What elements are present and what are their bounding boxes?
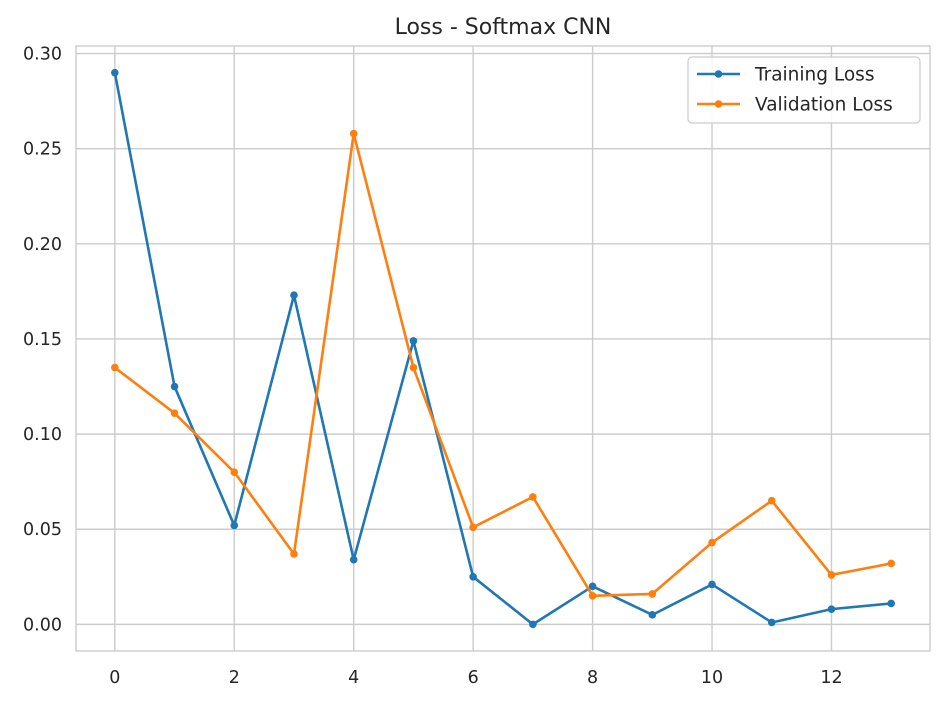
data-point-validation-loss: [529, 493, 537, 501]
y-tick-label: 0.25: [23, 140, 62, 160]
plot-frame: [75, 45, 931, 652]
legend-marker-validation-loss: [714, 100, 723, 108]
data-point-training-loss: [230, 521, 239, 530]
data-point-validation-loss: [349, 129, 358, 138]
data-point-validation-loss: [230, 468, 239, 476]
legend-box: [687, 56, 921, 124]
x-tick-label: 10: [701, 668, 723, 688]
legend-label-training-loss: Training Loss: [754, 65, 874, 86]
series: [111, 68, 895, 629]
data-point-validation-loss: [588, 592, 597, 600]
data-point-validation-loss: [887, 559, 895, 568]
data-point-validation-loss: [290, 550, 298, 558]
data-point-training-loss: [648, 611, 657, 619]
chart-title: Loss - Softmax CNN: [395, 15, 612, 40]
data-point-validation-loss: [409, 363, 418, 372]
data-point-training-loss: [529, 620, 537, 629]
data-point-training-loss: [349, 555, 358, 564]
data-point-training-loss: [469, 573, 477, 581]
data-point-training-loss: [111, 68, 119, 77]
data-point-training-loss: [588, 582, 597, 591]
series-validation-loss: [111, 129, 895, 600]
data-point-training-loss: [170, 382, 179, 391]
x-tick-label: 6: [468, 668, 479, 688]
y-tick-label: 0.15: [23, 330, 62, 350]
y-tick-label: 0.00: [23, 615, 62, 635]
legend: Training Loss Validation Loss: [687, 56, 921, 124]
x-tick-label: 4: [348, 668, 359, 688]
data-point-training-loss: [708, 580, 716, 589]
y-tick-label: 0.20: [23, 235, 62, 255]
data-point-validation-loss: [469, 523, 477, 532]
x-tick-label: 12: [820, 668, 842, 688]
data-point-training-loss: [290, 291, 298, 300]
x-axis-ticks: 0 2 4 6 8 10 12: [109, 668, 842, 688]
legend-label-validation-loss: Validation Loss: [755, 95, 893, 116]
data-point-training-loss: [827, 605, 836, 613]
grid: [76, 46, 930, 651]
data-point-training-loss: [409, 337, 418, 345]
x-tick-label: 0: [109, 668, 120, 688]
y-tick-label: 0.10: [23, 425, 62, 445]
data-point-validation-loss: [111, 363, 119, 372]
data-point-validation-loss: [767, 496, 776, 505]
y-tick-label: 0.05: [23, 520, 62, 540]
data-point-validation-loss: [827, 571, 836, 579]
data-point-validation-loss: [708, 538, 716, 547]
data-point-validation-loss: [170, 409, 179, 417]
x-tick-label: 2: [229, 668, 240, 688]
x-tick-label: 8: [587, 668, 598, 688]
y-axis-ticks: 0.00 0.05 0.10 0.15 0.20 0.25 0.30: [23, 45, 62, 636]
data-point-training-loss: [767, 618, 776, 627]
legend-marker-training-loss: [714, 70, 723, 78]
data-point-validation-loss: [648, 590, 657, 598]
series-line-validation-loss: [114, 132, 892, 598]
data-point-training-loss: [887, 599, 895, 608]
y-tick-label: 0.30: [23, 45, 62, 65]
